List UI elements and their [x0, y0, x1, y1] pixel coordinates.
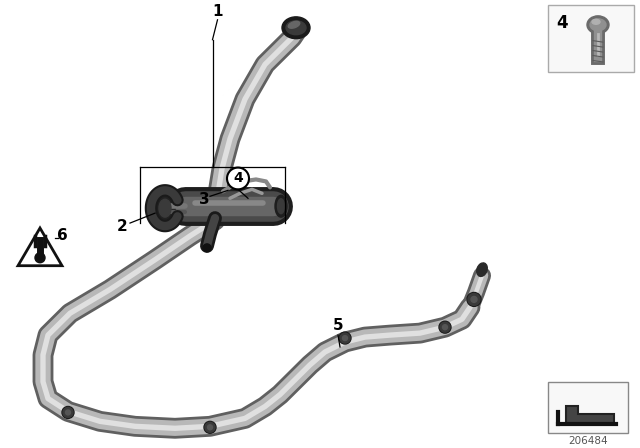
- Circle shape: [35, 253, 45, 263]
- Circle shape: [440, 322, 450, 332]
- Circle shape: [204, 422, 216, 433]
- Circle shape: [65, 410, 70, 415]
- Ellipse shape: [203, 244, 211, 252]
- Circle shape: [227, 168, 249, 190]
- Text: 206484: 206484: [568, 436, 608, 446]
- Ellipse shape: [286, 21, 306, 34]
- Text: 5: 5: [333, 318, 343, 333]
- Circle shape: [468, 293, 480, 306]
- Circle shape: [205, 422, 215, 432]
- Polygon shape: [18, 228, 62, 266]
- Circle shape: [340, 333, 350, 343]
- Circle shape: [207, 425, 212, 430]
- Circle shape: [339, 332, 351, 344]
- Ellipse shape: [159, 199, 171, 217]
- Ellipse shape: [587, 16, 609, 34]
- Text: 4: 4: [556, 14, 568, 32]
- Ellipse shape: [477, 263, 487, 276]
- Ellipse shape: [592, 19, 600, 24]
- Text: 2: 2: [116, 219, 127, 233]
- Ellipse shape: [288, 22, 300, 28]
- Circle shape: [467, 293, 481, 306]
- Ellipse shape: [590, 19, 606, 31]
- Bar: [548, 382, 628, 433]
- Circle shape: [63, 408, 73, 418]
- Text: 3: 3: [198, 192, 209, 207]
- Ellipse shape: [155, 194, 175, 222]
- Circle shape: [471, 297, 477, 302]
- Circle shape: [342, 336, 348, 340]
- Text: 1: 1: [212, 4, 223, 19]
- Ellipse shape: [275, 195, 287, 217]
- Circle shape: [439, 321, 451, 333]
- Text: 6: 6: [56, 228, 67, 243]
- Ellipse shape: [278, 199, 285, 214]
- Bar: [548, 5, 634, 73]
- Circle shape: [62, 406, 74, 418]
- Circle shape: [442, 325, 447, 330]
- Ellipse shape: [282, 17, 310, 39]
- Polygon shape: [566, 406, 614, 424]
- Text: 4: 4: [233, 172, 243, 185]
